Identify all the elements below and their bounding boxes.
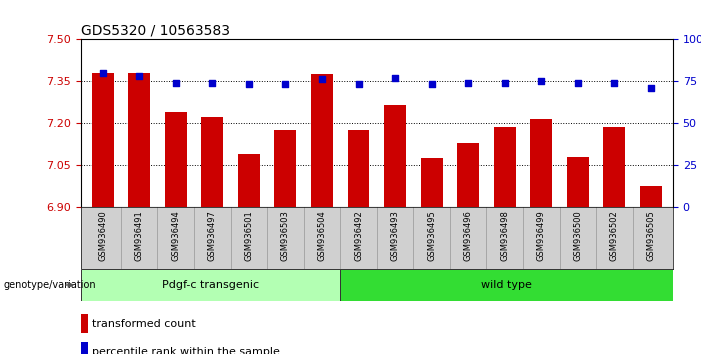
Bar (128, 73, 150, 207)
Text: GSM936496: GSM936496 (463, 210, 472, 261)
Text: GSM936500: GSM936500 (573, 210, 583, 261)
Point (572, 80, 583, 86)
Point (463, 80, 474, 86)
Text: GSM936497: GSM936497 (207, 210, 217, 261)
Point (499, 80, 510, 86)
Point (280, 81, 291, 87)
Text: GSM936495: GSM936495 (427, 210, 436, 261)
Text: GSM936505: GSM936505 (646, 210, 655, 261)
Bar (340, 269, 673, 301)
Text: transformed count: transformed count (93, 319, 196, 329)
Point (207, 80, 218, 86)
Bar (81, 342, 88, 354)
Text: genotype/variation: genotype/variation (4, 280, 96, 290)
Text: GSM936494: GSM936494 (171, 210, 180, 261)
Bar (457, 143, 479, 207)
Text: GSM936502: GSM936502 (610, 210, 619, 261)
Bar (348, 130, 369, 207)
Bar (311, 74, 333, 207)
Point (426, 81, 437, 87)
Bar (604, 127, 625, 207)
Text: GSM936491: GSM936491 (135, 210, 144, 261)
Point (353, 81, 364, 87)
Bar (640, 186, 662, 207)
Text: GSM936501: GSM936501 (245, 210, 253, 261)
Text: GSM936498: GSM936498 (501, 210, 509, 261)
Point (536, 78, 547, 84)
Bar (274, 130, 297, 207)
Text: GDS5320 / 10563583: GDS5320 / 10563583 (81, 24, 230, 38)
Text: GSM936490: GSM936490 (98, 210, 107, 261)
Point (316, 76, 327, 82)
Text: percentile rank within the sample: percentile rank within the sample (93, 347, 280, 354)
Bar (165, 112, 186, 207)
Point (133, 73, 144, 79)
Bar (494, 127, 516, 207)
Point (609, 80, 620, 86)
Bar (384, 105, 406, 207)
Bar (531, 119, 552, 207)
Point (646, 85, 657, 91)
Text: wild type: wild type (481, 280, 532, 290)
Text: GSM936492: GSM936492 (354, 210, 363, 261)
Point (97, 70, 108, 75)
Text: GSM936499: GSM936499 (537, 210, 546, 261)
Bar (421, 158, 442, 207)
Bar (238, 154, 260, 207)
Bar (92, 73, 114, 207)
Text: GSM936504: GSM936504 (318, 210, 327, 261)
Text: GSM936493: GSM936493 (390, 210, 400, 261)
Bar (567, 156, 589, 207)
Point (243, 81, 254, 87)
Text: Pdgf-c transgenic: Pdgf-c transgenic (162, 280, 259, 290)
Point (390, 75, 401, 80)
Point (170, 80, 182, 86)
Bar (81, 269, 340, 301)
Bar (201, 118, 223, 207)
Bar (81, 314, 88, 333)
Text: GSM936503: GSM936503 (281, 210, 290, 261)
